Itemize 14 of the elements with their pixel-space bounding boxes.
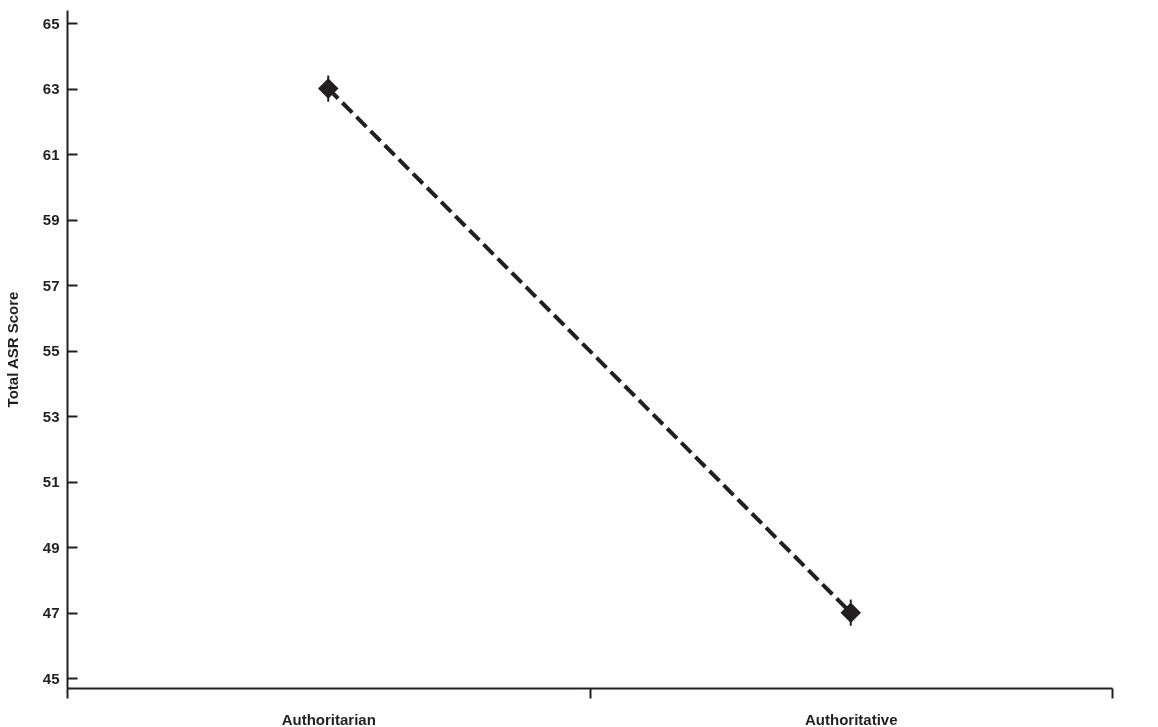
y-tick-label: 61	[42, 145, 60, 163]
y-tick-label: 49	[42, 538, 60, 556]
y-axis-title: Total ASR Score	[3, 291, 21, 408]
x-tick-label: Authoritarian	[281, 710, 376, 727]
x-tick-label: Authoritative	[804, 710, 898, 727]
y-tick-label: 53	[42, 407, 60, 425]
y-tick-label: 55	[42, 342, 60, 360]
y-tick-label: 57	[42, 276, 60, 294]
y-tick-label: 47	[42, 604, 60, 622]
y-tick-label: 59	[42, 211, 60, 229]
y-tick-label: 45	[42, 669, 60, 687]
y-tick-label: 63	[42, 80, 60, 98]
y-tick-label: 65	[42, 14, 60, 32]
y-tick-label: 51	[42, 473, 60, 491]
